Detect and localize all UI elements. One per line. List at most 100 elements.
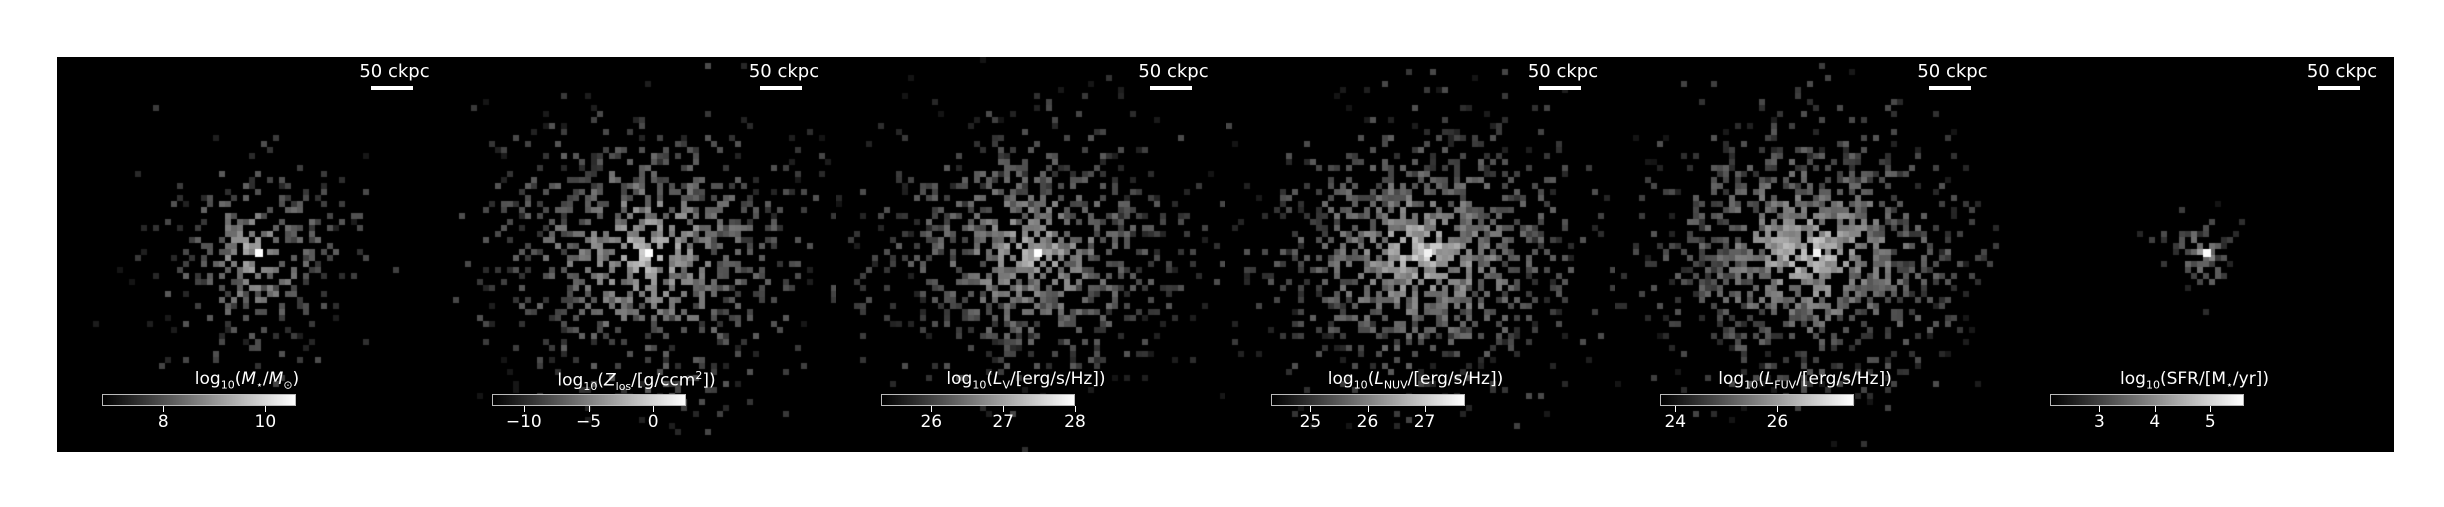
colorbar-label: log10(Zlos/[g/ccm2]): [492, 369, 782, 393]
colorbar-label: log10(LNUV/[erg/s/Hz]): [1271, 369, 1561, 391]
colorbar-label-part: (: [1367, 369, 1375, 389]
colorbar-tick-label: 3: [2093, 412, 2105, 432]
colorbar-label-part: M: [268, 369, 284, 389]
colorbar-label-part: log: [1327, 369, 1354, 389]
colorbar-label-part: Z: [603, 370, 616, 391]
colorbar-label-part: L: [992, 369, 1003, 389]
colorbar-tick: [1003, 406, 1005, 412]
colorbar-label: log10(M⋆/M⊙): [102, 369, 392, 391]
colorbar-tick-label: 27: [1413, 412, 1436, 432]
colorbar-label-part: /yr]): [2232, 369, 2269, 389]
colorbar-label-part: V: [1002, 378, 1010, 392]
colorbar-tick: [1424, 406, 1426, 412]
colorbar-tick-label: 27: [992, 412, 1014, 432]
colorbar-label-part: /[erg/s/Hz]): [1009, 369, 1106, 389]
colorbar-label-part: (: [234, 369, 242, 389]
panel-sfr: 50 ckpc log10(SFR/[M⋆/yr]) 3 4 5: [2004, 57, 2394, 452]
colorbar-label-part: log: [2120, 369, 2146, 389]
colorbar-label: log10(LFUV/[erg/s/Hz]): [1660, 369, 1950, 391]
colorbar-label-part: ⋆: [2226, 378, 2233, 392]
colorbar-label-part: (: [986, 369, 993, 389]
colorbar: [1660, 394, 1854, 406]
colorbar-label-part: log: [946, 369, 973, 389]
scalebar-label: 50 ckpc: [2306, 61, 2378, 82]
colorbar-label-part: NUV: [1383, 378, 1408, 392]
map-image-v-band: [836, 57, 1225, 452]
colorbar-tick-label: 26: [1766, 412, 1789, 432]
colorbar-tick: [523, 406, 525, 412]
map-image-sfr: [2004, 57, 2394, 452]
colorbar-tick: [588, 406, 590, 412]
colorbar-label-part: (: [1758, 369, 1765, 389]
scalebar-line: [1539, 86, 1581, 90]
colorbar-tick: [163, 406, 165, 412]
panel-stellar-mass: 50 ckpc log10(M⋆/M⊙) 8 10: [57, 57, 447, 452]
panel-nuv-band: 50 ckpc log10(LNUV/[erg/s/Hz]) 25 26 27: [1225, 57, 1615, 452]
colorbar-label-part: 10: [2145, 378, 2160, 392]
colorbar-tick: [1310, 406, 1312, 412]
colorbar-tick-label: 4: [2149, 412, 2161, 432]
colorbar-label-part: M: [241, 369, 257, 389]
colorbar-label-part: 10: [1353, 378, 1368, 392]
panel-v-band: 50 ckpc log10(LV/[erg/s/Hz]) 26 27 28: [836, 57, 1226, 452]
colorbar-tick-label: 0: [647, 412, 659, 432]
colorbar: [1270, 394, 1465, 406]
colorbar-tick: [2099, 406, 2101, 412]
colorbar: [102, 394, 296, 406]
colorbar-label-part: FUV: [1774, 378, 1797, 392]
scalebar-label: 50 ckpc: [1917, 61, 1988, 82]
colorbar-label-part: ⋆: [256, 378, 263, 392]
colorbar-tick: [1367, 406, 1369, 412]
scalebar-label: 50 ckpc: [1527, 61, 1599, 82]
scalebar-label: 50 ckpc: [359, 61, 430, 82]
colorbar-label-part: L: [1374, 369, 1384, 389]
colorbar-label-part: /[erg/s/Hz]): [1407, 369, 1504, 389]
colorbar-tick-label: 8: [157, 412, 169, 432]
colorbar-tick-label: 28: [1064, 412, 1086, 432]
colorbar-tick: [1675, 406, 1677, 412]
colorbar-label-part: 2: [695, 369, 703, 382]
colorbar: [491, 394, 686, 406]
colorbar-label-part: (: [597, 370, 604, 391]
colorbar-tick-label: 5: [2204, 412, 2216, 432]
panel-metallicity: 50 ckpc log10(Zlos/[g/ccm2]) −10 −5 0: [446, 57, 836, 452]
colorbar-label: log10(LV/[erg/s/Hz]): [881, 369, 1171, 391]
colorbar-tick: [2210, 406, 2212, 412]
colorbar-tick: [653, 406, 655, 412]
scalebar-label: 50 ckpc: [1138, 61, 1209, 82]
colorbar: [2049, 394, 2244, 406]
colorbar-tick: [265, 406, 267, 412]
scalebar-label: 50 ckpc: [748, 61, 820, 82]
colorbar-label-part: 10: [972, 378, 987, 392]
image-panel-strip: 50 ckpc log10(M⋆/M⊙) 8 10 50 ckpc log10(Zlos/…: [57, 57, 2394, 452]
colorbar-label-part: log: [194, 369, 221, 389]
colorbar-tick-label: 25: [1299, 412, 1322, 432]
colorbar-label-part: L: [1764, 369, 1775, 389]
colorbar-tick-label: −5: [575, 412, 602, 432]
scalebar-line: [760, 86, 802, 90]
colorbar-label-part: ): [292, 369, 300, 389]
colorbar-tick-label: −10: [505, 412, 542, 432]
colorbar-label-part: /: [262, 369, 269, 389]
map-image-fuv-band: [1615, 57, 2004, 452]
colorbar-tick-label: 10: [254, 412, 277, 432]
colorbar-label-part: 10: [220, 378, 235, 392]
colorbar-tick-label: 26: [1356, 412, 1379, 432]
colorbar-tick: [1777, 406, 1779, 412]
colorbar-label-part: log: [1718, 369, 1745, 389]
panel-fuv-band: 50 ckpc log10(LFUV/[erg/s/Hz]) 24 26: [1615, 57, 2005, 452]
scalebar-line: [370, 86, 413, 90]
colorbar-tick-label: 26: [920, 412, 943, 432]
scalebar-line: [1928, 86, 1971, 90]
colorbar-label-part: 10: [1744, 378, 1759, 392]
map-image-metallicity: [446, 57, 836, 452]
colorbar-label-part: (SFR/[M: [2159, 369, 2227, 389]
colorbar-label-part: /[erg/s/Hz]): [1796, 369, 1892, 389]
colorbar: [881, 394, 1075, 406]
colorbar-label-part: ⊙: [283, 378, 293, 392]
colorbar-label-part: log: [557, 370, 584, 391]
map-image-stellar-mass: [57, 57, 446, 452]
scalebar-line: [2318, 86, 2360, 90]
colorbar-label-part: 10: [583, 380, 598, 394]
map-image-nuv-band: [1225, 57, 1615, 452]
